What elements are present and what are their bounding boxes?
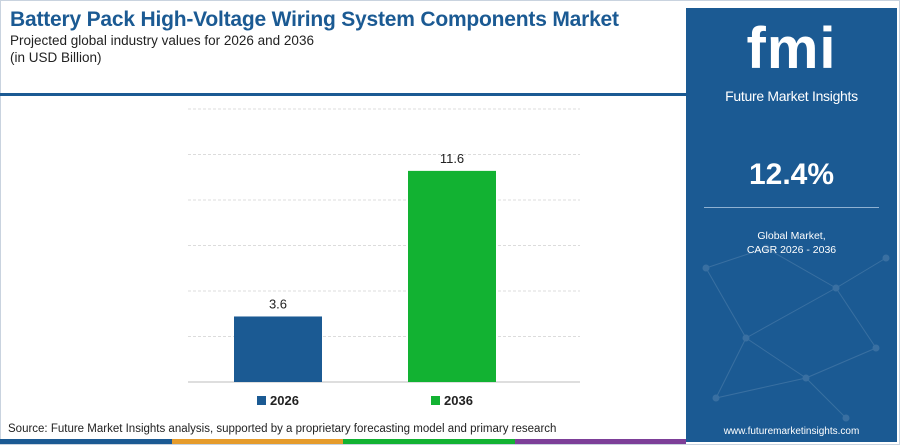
gridlines [188, 108, 580, 383]
brand-name: Future Market Insights [725, 88, 858, 104]
value-label-2036: 11.6 [440, 151, 464, 166]
chart-subtitle: Projected global industry values for 202… [10, 33, 314, 48]
footer-stripe-orange [171, 439, 343, 444]
footer-stripe-green [343, 439, 515, 444]
source-note: Source: Future Market Insights analysis,… [8, 423, 557, 435]
legend-label-2036: 2036 [444, 393, 473, 408]
footer-stripe-blue [0, 439, 172, 444]
bar-chart: 3.6 11.6 2026 2036 [188, 108, 580, 408]
value-labels: 3.6 11.6 [269, 151, 464, 312]
value-label-2026: 3.6 [269, 296, 287, 311]
fmi-logo: fmi [746, 16, 837, 81]
chart-title: Battery Pack High-Voltage Wiring System … [10, 8, 619, 31]
bar-2036 [408, 170, 496, 382]
network-pattern-icon [702, 244, 890, 422]
unit-note: (in USD Billion) [10, 50, 102, 65]
cagr-value: 12.4% [748, 158, 835, 191]
bars [234, 170, 496, 382]
cagr-label-line1: Global Market, [757, 230, 826, 242]
cagr-label: Global Market, CAGR 2026 - 2036 [686, 229, 897, 257]
legend-swatch-2036 [431, 396, 440, 405]
footer-color-strip [0, 439, 686, 444]
legend-label-2026: 2026 [270, 393, 299, 408]
website-link[interactable]: www.futuremarketinsights.com [723, 426, 860, 437]
header-divider [0, 93, 686, 96]
footer-stripe-purple [514, 439, 686, 444]
legend-swatch-2026 [257, 396, 266, 405]
legend: 2026 2036 [257, 393, 473, 408]
bar-2026 [234, 316, 322, 382]
summary-panel: fmi Future Market Insights 12.4% Global … [686, 8, 897, 442]
cagr-label-line2: CAGR 2026 - 2036 [746, 244, 837, 256]
panel-divider [704, 207, 879, 208]
